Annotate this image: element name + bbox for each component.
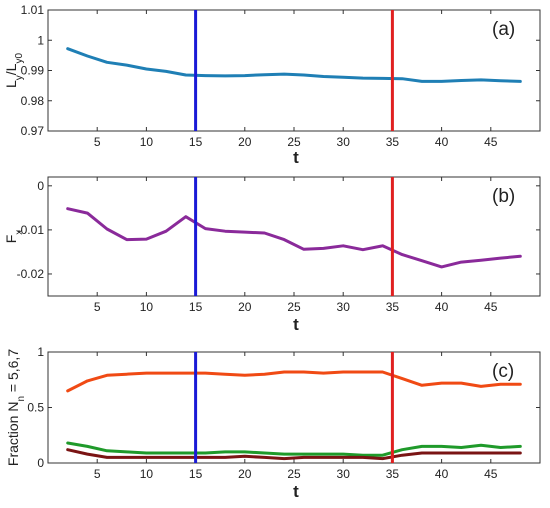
x-tick-label: 30 xyxy=(337,300,351,314)
y-axis-label: Fraction Nn = 5,6,7 xyxy=(5,349,27,466)
x-tick-label: 25 xyxy=(287,467,301,481)
y-tick-label: 1.01 xyxy=(21,3,45,17)
x-tick-label: 10 xyxy=(140,467,154,481)
x-tick-label: 10 xyxy=(140,135,154,149)
x-tick-label: 5 xyxy=(94,135,101,149)
y-tick-label: 1 xyxy=(37,33,44,47)
y-axis-label-sub2: y0 xyxy=(14,53,25,64)
y-axis-label-sub1: y xyxy=(14,75,25,80)
chart-panel-1: 5 10 15 20 25 30 35 40 45 0.97 0.98 0.99 1 1.01 (a) t Ly… xyxy=(3,3,541,167)
x-axis-label: t xyxy=(293,148,299,167)
data-series-line-2 xyxy=(66,441,522,457)
x-tick-label: 15 xyxy=(189,467,203,481)
y-tick-label: -0.02 xyxy=(17,267,45,281)
y-tick-label: 0.99 xyxy=(21,64,45,78)
y-axis-label-sub1: n xyxy=(16,396,27,402)
y-axis-label-mid: /L xyxy=(3,63,19,75)
x-tick-label: 15 xyxy=(189,135,203,149)
y-tick-label: 0 xyxy=(37,179,44,193)
x-tick-label: 20 xyxy=(238,467,252,481)
x-axis-label: t xyxy=(293,315,299,334)
x-tick-label: 20 xyxy=(238,300,252,314)
y-tick-label: 0.98 xyxy=(21,94,45,108)
panel-label: (c) xyxy=(492,361,514,382)
x-tick-label: 35 xyxy=(386,467,400,481)
data-series-line-1 xyxy=(66,370,522,393)
x-tick-label: 40 xyxy=(435,467,449,481)
y-axis-label-mid: = 5,6,7 xyxy=(5,349,21,396)
y-tick-label: 1 xyxy=(37,345,44,359)
y-axis-label-main: Fraction N xyxy=(5,402,21,467)
x-tick-label: 35 xyxy=(386,135,400,149)
chart-panel-2: 5 10 15 20 25 30 35 40 45 0 -0.01 -0.02 (b) t Fx xyxy=(3,176,541,334)
y-tick-label: 0.5 xyxy=(27,401,44,415)
x-tick-label: 40 xyxy=(435,135,449,149)
y-axis-label-main: F xyxy=(3,235,19,244)
x-tick-label: 5 xyxy=(94,467,101,481)
x-tick-label: 30 xyxy=(337,467,351,481)
x-tick-label: 25 xyxy=(287,135,301,149)
data-series-line-1 xyxy=(66,47,522,83)
x-tick-label: 45 xyxy=(484,135,498,149)
x-tick-label: 30 xyxy=(337,135,351,149)
panel-label: (b) xyxy=(492,186,515,207)
x-tick-label: 45 xyxy=(484,300,498,314)
y-axis-label: Fx xyxy=(3,230,25,244)
axes-frame xyxy=(47,9,541,132)
data-series-line-3 xyxy=(66,448,522,461)
y-tick-label: -0.01 xyxy=(17,223,45,237)
y-tick-label: 0 xyxy=(37,456,44,470)
x-tick-label: 45 xyxy=(484,467,498,481)
y-axis-label-sub1: x xyxy=(14,230,25,235)
x-tick-label: 10 xyxy=(140,300,154,314)
x-tick-label: 20 xyxy=(238,135,252,149)
data-series-line-1 xyxy=(66,207,522,269)
x-tick-label: 15 xyxy=(189,300,203,314)
panel-label: (a) xyxy=(492,19,515,40)
x-tick-label: 25 xyxy=(287,300,301,314)
chart-panel-3: 5 10 15 20 25 30 35 40 45 0 0.5 1 (c) t Fraction Nn = … xyxy=(5,345,541,501)
y-tick-label: 0.97 xyxy=(21,124,45,138)
y-axis-label-main: L xyxy=(3,80,19,88)
x-tick-label: 40 xyxy=(435,300,449,314)
y-axis-label: Ly/Ly0 xyxy=(3,53,25,88)
x-tick-label: 5 xyxy=(94,300,101,314)
x-axis-label: t xyxy=(293,482,299,501)
x-tick-label: 35 xyxy=(386,300,400,314)
